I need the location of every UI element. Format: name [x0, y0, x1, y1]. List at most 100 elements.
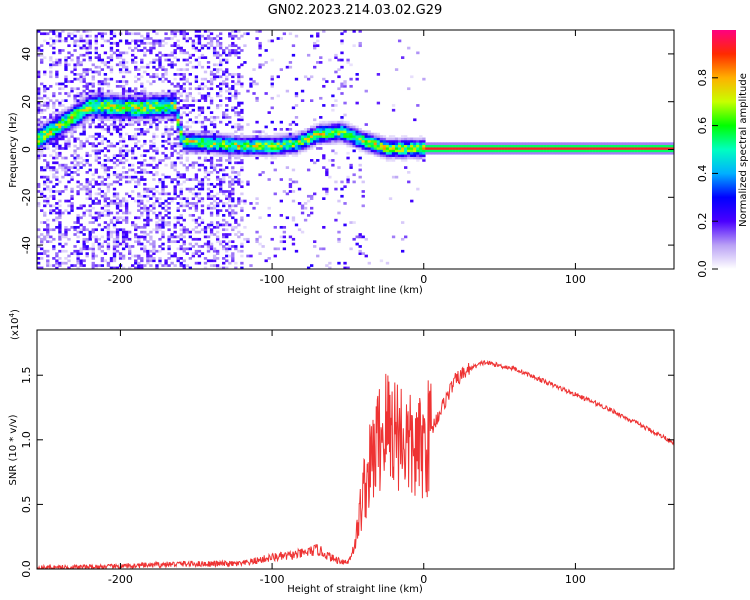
heatmap-cell [337, 123, 341, 126]
heatmap-cell [355, 130, 359, 134]
heatmap-cell [215, 182, 220, 186]
heatmap-cell [225, 58, 229, 62]
heatmap-cell [131, 104, 135, 107]
heatmap-cell [276, 247, 280, 251]
heatmap-cell [67, 51, 71, 55]
heatmap-cell [155, 118, 159, 122]
heatmap-cell [209, 111, 214, 114]
heatmap-cell [397, 139, 402, 143]
heatmap-cell [507, 142, 511, 146]
heatmap-cell [185, 142, 189, 146]
heatmap-cell [197, 216, 202, 220]
heatmap-cell [70, 125, 74, 129]
heatmap-cell [164, 32, 168, 36]
heatmap-cell [40, 139, 44, 143]
heatmap-cell [194, 237, 199, 241]
heatmap-cell [161, 39, 165, 43]
heatmap-cell [209, 156, 214, 160]
heatmap-cell [228, 137, 232, 141]
heatmap-cell [173, 130, 177, 134]
heatmap-cell [419, 147, 423, 150]
heatmap-cell [64, 185, 68, 189]
heatmap-cell [164, 204, 168, 208]
heatmap-cell [237, 77, 241, 81]
heatmap-cell [158, 61, 162, 64]
heatmap-cell [43, 108, 47, 112]
heatmap-cell [376, 73, 381, 76]
heatmap-cell [206, 223, 211, 227]
heatmap-cell [79, 259, 83, 263]
heatmap-cell [419, 135, 423, 138]
heatmap-cell [73, 221, 77, 224]
heatmap-cell [215, 130, 220, 134]
heatmap-cell [73, 106, 77, 110]
heatmap-cell [176, 46, 180, 50]
heatmap-cell [167, 94, 171, 98]
heatmap-cell [382, 154, 387, 157]
heatmap-cell [222, 178, 226, 181]
heatmap-cell [121, 89, 126, 93]
heatmap-cell [212, 51, 217, 55]
heatmap-cell [209, 147, 214, 150]
heatmap-cell [46, 163, 50, 167]
heatmap-cell [231, 106, 235, 110]
heatmap-cell [331, 104, 335, 107]
heatmap-cell [206, 194, 211, 198]
heatmap-cell [243, 142, 247, 146]
heatmap-cell [37, 228, 41, 232]
heatmap-cell [334, 53, 338, 57]
heatmap-cell [109, 182, 114, 186]
heatmap-cell [131, 178, 135, 181]
heatmap-cell [49, 65, 53, 69]
heatmap-cell [149, 96, 153, 100]
heatmap-cell [85, 197, 89, 200]
heatmap-cell [52, 130, 56, 134]
heatmap-cell [501, 144, 505, 148]
heatmap-cell [310, 132, 314, 136]
heatmap-cell [112, 247, 117, 251]
heatmap-cell [203, 56, 208, 59]
heatmap-cell [152, 46, 156, 50]
heatmap-cell [200, 120, 205, 124]
heatmap-cell [118, 161, 123, 165]
heatmap-cell [219, 159, 223, 162]
heatmap-cell [279, 132, 283, 136]
heatmap-cell [228, 175, 232, 179]
heatmap-cell [43, 182, 47, 186]
heatmap-cell [219, 37, 223, 40]
heatmap-cell [455, 144, 459, 148]
y-tick-label: 0.0 [20, 560, 33, 578]
heatmap-cell [191, 120, 196, 124]
heatmap-cell [140, 113, 144, 117]
heatmap-cell [564, 147, 569, 150]
heatmap-cell [158, 197, 162, 200]
heatmap-cell [422, 144, 426, 148]
heatmap-cell [519, 142, 523, 146]
heatmap-cell [79, 125, 83, 129]
heatmap-cell [37, 245, 41, 248]
heatmap-cell [264, 49, 268, 52]
heatmap-cell [79, 249, 83, 253]
heatmap-cell [64, 147, 68, 150]
heatmap-cell [61, 156, 65, 160]
heatmap-cell [237, 202, 241, 205]
heatmap-cell [91, 249, 95, 253]
heatmap-cell [340, 41, 344, 45]
heatmap-cell [182, 125, 186, 129]
y-tick-label: 0 [20, 146, 33, 153]
heatmap-cell [328, 132, 332, 136]
heatmap-cell [88, 94, 92, 98]
heatmap-cell [240, 118, 244, 122]
heatmap-cell [188, 132, 192, 136]
heatmap-cell [143, 99, 147, 102]
heatmap-cell [200, 211, 205, 215]
heatmap-cell [388, 135, 393, 138]
heatmap-cell [43, 56, 47, 59]
heatmap-cell [43, 211, 47, 215]
heatmap-cell [85, 116, 89, 119]
heatmap-cell [391, 137, 396, 141]
heatmap-cell [43, 123, 47, 126]
heatmap-cell [85, 111, 89, 114]
heatmap-cell [97, 237, 101, 241]
heatmap-cell [352, 130, 356, 134]
